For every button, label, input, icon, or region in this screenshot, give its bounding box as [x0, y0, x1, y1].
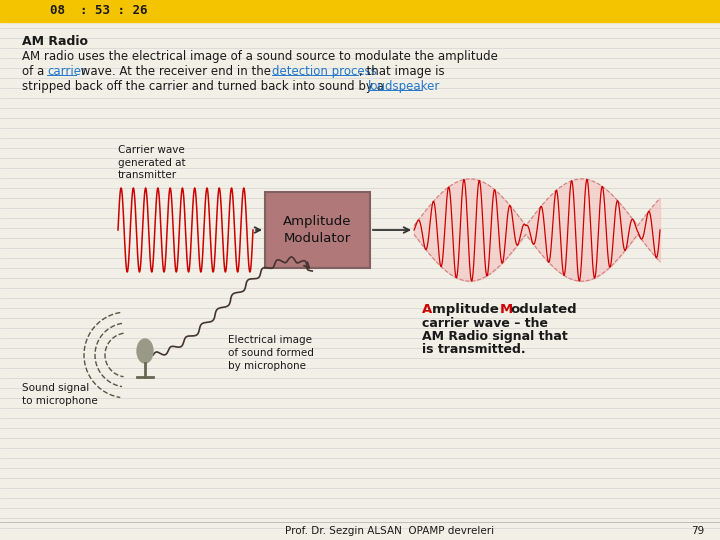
Ellipse shape	[137, 339, 153, 363]
Text: is transmitted.: is transmitted.	[422, 343, 526, 356]
Text: of a: of a	[22, 65, 48, 78]
Text: 08  : 53 : 26: 08 : 53 : 26	[50, 4, 148, 17]
Text: loudspeaker: loudspeaker	[368, 80, 441, 93]
Text: carrier wave – the: carrier wave – the	[422, 317, 548, 330]
Text: A: A	[422, 303, 432, 316]
Text: Prof. Dr. Sezgin ALSAN  OPAMP devreleri: Prof. Dr. Sezgin ALSAN OPAMP devreleri	[285, 526, 495, 536]
Text: AM Radio: AM Radio	[22, 35, 88, 48]
Text: wave. At the receiver end in the: wave. At the receiver end in the	[77, 65, 275, 78]
Text: Amplitude
Modulator: Amplitude Modulator	[283, 215, 352, 245]
Text: AM radio uses the electrical image of a sound source to modulate the amplitude: AM radio uses the electrical image of a …	[22, 50, 498, 63]
Text: Sound signal
to microphone: Sound signal to microphone	[22, 383, 98, 406]
Text: mplitude: mplitude	[432, 303, 503, 316]
Text: AM Radio signal that: AM Radio signal that	[422, 330, 568, 343]
Text: Carrier wave
generated at
transmitter: Carrier wave generated at transmitter	[118, 145, 186, 180]
Text: odulated: odulated	[510, 303, 577, 316]
Text: stripped back off the carrier and turned back into sound by a: stripped back off the carrier and turned…	[22, 80, 387, 93]
Text: Electrical image
of sound formed
by microphone: Electrical image of sound formed by micr…	[228, 335, 314, 372]
Bar	[0, 0, 720, 22]
Text: 79: 79	[691, 526, 705, 536]
Text: carrier: carrier	[47, 65, 86, 78]
Text: M: M	[500, 303, 513, 316]
Text: detection process: detection process	[272, 65, 377, 78]
Text: , that image is: , that image is	[359, 65, 445, 78]
FancyBboxPatch shape	[265, 192, 370, 268]
